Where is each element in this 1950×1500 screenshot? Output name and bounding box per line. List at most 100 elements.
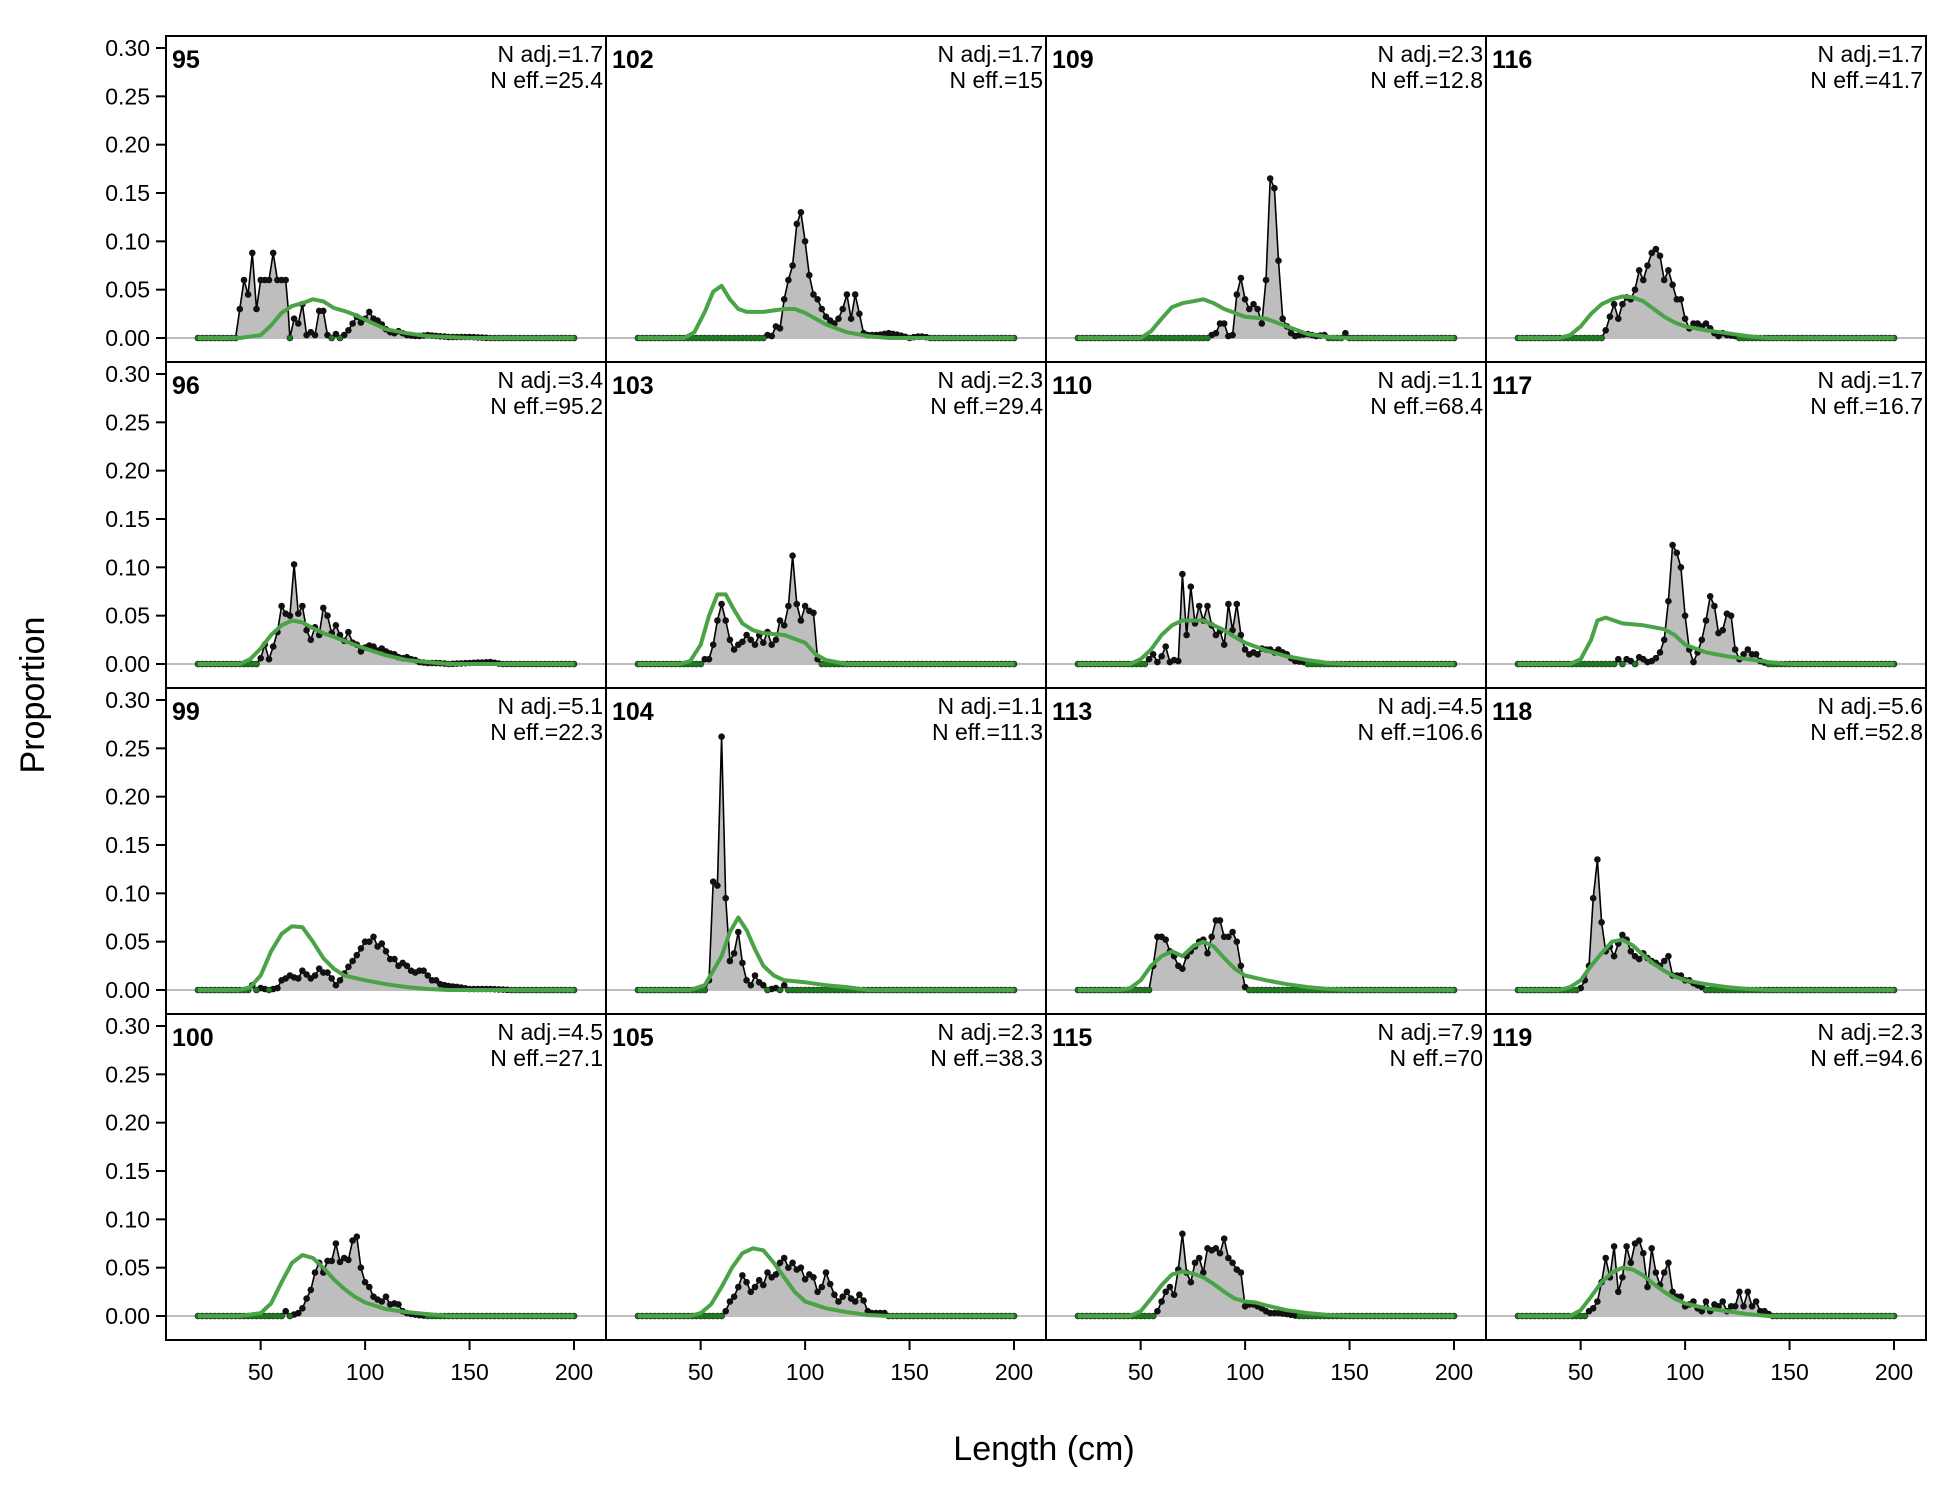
panel-border: [1485, 1013, 1927, 1341]
y-tick-label: 0.10: [105, 228, 150, 254]
observed-point: [810, 1274, 817, 1281]
zero-point: [1577, 1313, 1584, 1319]
zero-point: [328, 335, 335, 341]
zero-point: [278, 1313, 285, 1319]
observed-point: [274, 984, 281, 992]
observed-point: [1212, 631, 1220, 639]
observed-point: [776, 325, 784, 332]
observed-point: [835, 1298, 842, 1305]
x-tick-label: 200: [1435, 1359, 1473, 1385]
n-eff-label: N eff.=106.6: [1357, 719, 1483, 745]
zero-point: [1162, 335, 1169, 341]
n-adj-label: N adj.=1.7: [498, 41, 604, 67]
observed-point: [295, 320, 302, 327]
zero-point: [1288, 987, 1294, 993]
observed-point: [303, 626, 310, 634]
observed-point: [1208, 933, 1215, 941]
x-tick-label: 50: [248, 1359, 274, 1385]
observed-point: [1175, 657, 1182, 665]
n-eff-label: N eff.=68.4: [1370, 393, 1483, 419]
observed-point: [1631, 286, 1639, 294]
observed-point: [1635, 1237, 1643, 1244]
zero-point: [1271, 987, 1278, 993]
observed-point: [1275, 257, 1282, 265]
y-tick-label: 0.00: [105, 651, 150, 677]
x-tick-label: 100: [786, 1359, 824, 1385]
observed-point: [789, 262, 796, 269]
observed-point: [739, 1272, 746, 1279]
panel-116: 116 N adj.=1.7N eff.=41.7: [1485, 35, 1927, 363]
x-tick-label: 50: [1568, 1359, 1594, 1385]
observed-point: [345, 963, 352, 971]
zero-point: [693, 661, 700, 667]
x-tick-label: 150: [890, 1359, 928, 1385]
observed-point: [1719, 626, 1726, 634]
n-adj-label: N adj.=4.5: [498, 1019, 604, 1045]
observed-point: [1619, 1274, 1626, 1281]
n-adj-label: N adj.=5.1: [498, 693, 604, 719]
observed-point: [785, 1264, 792, 1271]
zero-point: [1275, 987, 1282, 993]
observed-point: [295, 1309, 302, 1317]
observed-point: [843, 1288, 851, 1296]
observed-point: [345, 628, 352, 636]
zero-point: [1200, 335, 1207, 341]
zero-point: [1133, 987, 1140, 993]
zero-point: [1250, 987, 1257, 993]
observed-point: [1669, 541, 1676, 549]
observed-point: [290, 315, 298, 323]
zero-point: [710, 335, 716, 341]
observed-point: [1229, 626, 1236, 634]
observed-point: [1681, 612, 1689, 619]
n-adj-label: N adj.=2.3: [1378, 41, 1484, 67]
observed-point: [1669, 281, 1676, 289]
observed-point: [1271, 184, 1278, 192]
expected-line: [198, 297, 574, 340]
zero-point: [1577, 335, 1584, 341]
zero-point: [819, 661, 825, 667]
zero-point: [1137, 987, 1144, 993]
zero-point: [1582, 335, 1588, 341]
observed-point: [1220, 320, 1228, 327]
expected-line: [1078, 939, 1454, 992]
zero-point: [253, 661, 260, 667]
zero-point: [752, 335, 758, 341]
observed-point: [1677, 1293, 1685, 1300]
zero-point: [1259, 987, 1265, 993]
observed-point: [1619, 300, 1626, 308]
observed-point: [1602, 327, 1609, 334]
zero-point: [827, 987, 833, 993]
observed-point: [257, 654, 265, 662]
observed-point: [332, 981, 340, 989]
observed-point: [714, 882, 721, 889]
observed-point: [1619, 931, 1626, 939]
observed-point: [1635, 267, 1643, 274]
zero-point: [702, 1313, 708, 1319]
observed-point: [743, 977, 750, 984]
panel-95: 95 N adj.=1.7N eff.=25.4: [165, 35, 607, 363]
zero-point: [1137, 661, 1144, 667]
y-tick-label: 0.20: [105, 1110, 150, 1136]
x-tick-label: 150: [1330, 1359, 1368, 1385]
observed-point: [1736, 1288, 1743, 1296]
observed-point: [424, 972, 432, 979]
observed-point: [1644, 1283, 1651, 1291]
y-axis-row-1: 0.00 0.05 0.10 0.15 0.20 0.25 0.30: [105, 35, 166, 351]
y-axis-row-4: 0.00 0.05 0.10 0.15 0.20 0.25 0.30: [105, 1013, 166, 1329]
observed-point: [705, 655, 713, 663]
observed-point: [1183, 631, 1190, 639]
observed-point: [336, 977, 344, 984]
observed-point: [818, 1283, 826, 1291]
panel-grid: 95 N adj.=1.7N eff.=25.496 N adj.=3.4N eff…: [165, 35, 1927, 1341]
observed-point: [1610, 1243, 1618, 1250]
observed-point: [822, 313, 830, 321]
zero-point: [819, 987, 825, 993]
observed-area: [198, 252, 574, 338]
observed-line: [1518, 859, 1894, 991]
zero-point: [1183, 335, 1190, 341]
zero-point: [1586, 335, 1592, 341]
observed-point: [789, 552, 796, 559]
observed-point: [709, 641, 717, 648]
expected-line: [1518, 937, 1894, 992]
zero-point: [1154, 335, 1161, 341]
